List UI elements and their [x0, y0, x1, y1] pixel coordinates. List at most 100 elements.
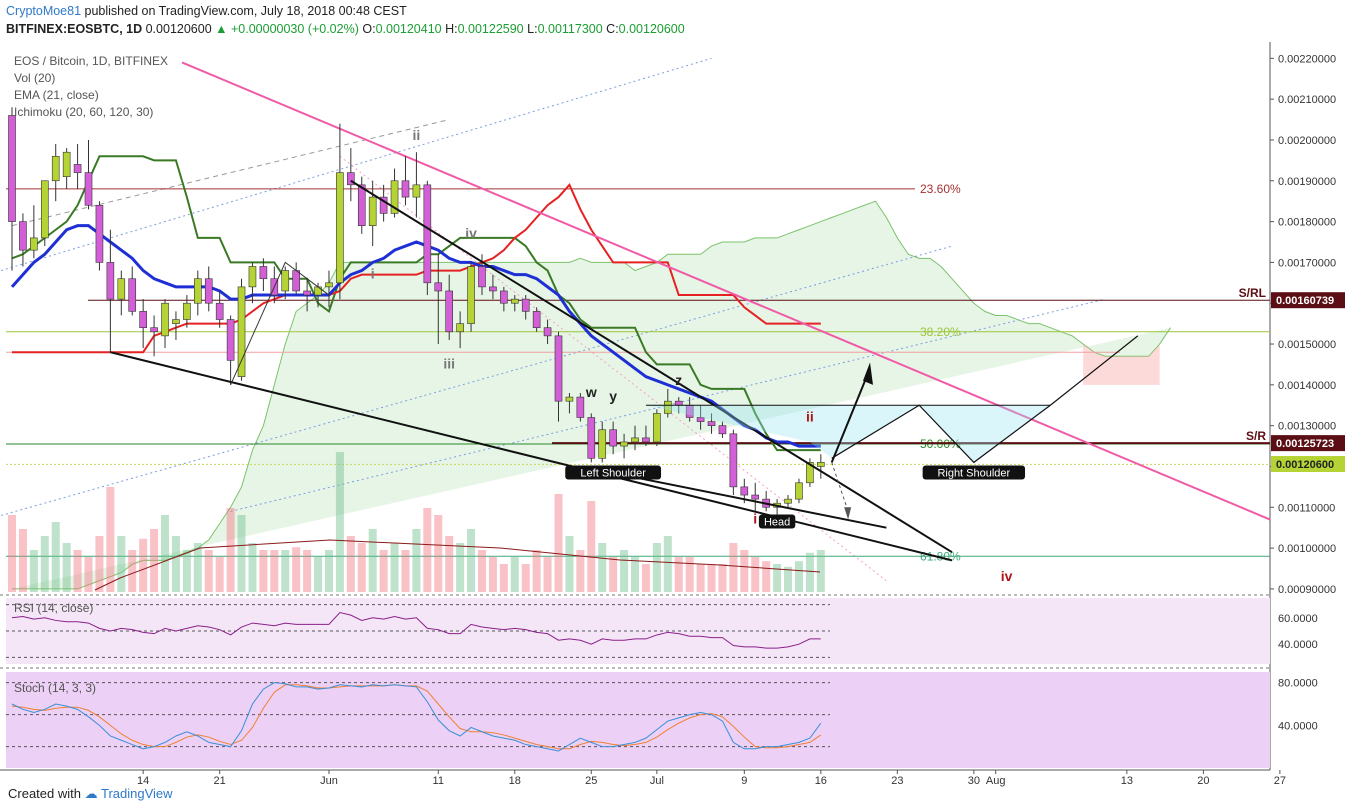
rsi-line: [11, 611, 821, 649]
stoch-pane-bg: [6, 672, 1270, 768]
volume-bar: [281, 550, 290, 592]
sr-tag: S/RL: [1239, 286, 1266, 300]
candle-body: [150, 327, 158, 333]
ema-line: [10, 224, 821, 448]
candle-body: [412, 184, 421, 198]
y-tick-label: 0.00180000: [1278, 217, 1336, 229]
projection-path: [831, 335, 1139, 464]
candle-body: [51, 155, 60, 182]
candle-body: [598, 429, 607, 459]
candle-body: [489, 286, 497, 292]
volume-bar: [805, 552, 814, 592]
volume-bar: [631, 557, 640, 592]
wave-label: iii: [443, 356, 455, 372]
volume-bar: [18, 529, 27, 592]
volume-bar: [215, 557, 224, 592]
footer: Created with ☁ TradingView: [8, 786, 173, 802]
candle-body: [161, 302, 169, 337]
candle-body: [565, 396, 574, 402]
volume-bar: [587, 501, 596, 592]
price-change: ▲ +0.00000030 (+0.02%): [215, 22, 359, 36]
x-tick-label: 21: [214, 775, 226, 787]
candle-body: [379, 196, 388, 214]
candle-body: [401, 180, 410, 198]
candle-body: [128, 278, 137, 312]
candle-body: [347, 172, 355, 186]
candle-body: [281, 270, 290, 292]
candle-body: [259, 266, 268, 280]
open-label: O:: [362, 22, 376, 36]
tradingview-brand[interactable]: TradingView: [101, 786, 173, 801]
volume-bar: [521, 564, 530, 592]
candle-body: [226, 319, 235, 361]
volume-bar: [193, 543, 202, 592]
candle-body: [73, 164, 82, 173]
wave-label: ii: [413, 127, 421, 143]
high-label: H:: [445, 22, 458, 36]
candle-body: [532, 311, 541, 329]
candle-body: [521, 298, 530, 312]
pattern-label: Left Shoulder: [580, 467, 646, 479]
y-tick-label: 0.00220000: [1278, 53, 1336, 65]
wave-label: iv: [465, 225, 477, 241]
candle-body: [325, 282, 333, 288]
volume-bar: [423, 508, 432, 592]
candle-body: [95, 204, 104, 263]
candle-body: [653, 413, 661, 443]
candle-body: [84, 172, 93, 206]
volume-bar: [139, 538, 148, 592]
tenkan-line: [12, 183, 821, 354]
candle-body: [510, 298, 519, 304]
volume-bar: [576, 550, 585, 592]
volume-bar: [161, 515, 170, 592]
candle-body: [456, 323, 464, 333]
ichimoku-cloud-red: [1083, 344, 1160, 385]
ema-legend: EMA (21, close): [14, 88, 99, 102]
volume-bar: [204, 550, 213, 592]
candle-body: [336, 172, 344, 284]
rsi-tick: 60.0000: [1278, 613, 1318, 625]
y-tick-label: 0.00100000: [1278, 543, 1336, 555]
author-link[interactable]: CryptoMoe81: [6, 4, 82, 18]
bear-arrow-head: [844, 507, 852, 520]
candle-body: [576, 396, 585, 418]
candle-body: [806, 462, 814, 484]
volume-bar: [84, 557, 93, 592]
volume-bar: [652, 543, 661, 592]
stoch-tick: 80.0000: [1278, 678, 1318, 690]
volume-bar: [554, 494, 563, 592]
channel-line-gray: [11, 119, 450, 227]
ichimoku-cloud: [12, 201, 1171, 589]
y-tick-label: 0.00210000: [1278, 94, 1336, 106]
volume-bar: [401, 550, 410, 592]
wave-label: ii: [806, 409, 814, 425]
volume-ma-line: [94, 539, 821, 591]
y-tick-label: 0.00110000: [1278, 502, 1335, 514]
candle-body: [172, 319, 180, 324]
volume-bar: [729, 543, 738, 592]
candle-body: [303, 290, 311, 296]
footer-created: Created with: [8, 786, 81, 801]
price-axis-bg: [1270, 42, 1348, 770]
y-tick-label: 0.00140000: [1278, 380, 1336, 392]
wave-label: y: [609, 388, 617, 404]
volume-bar: [226, 508, 235, 592]
pattern-label-box: [565, 465, 662, 480]
bear-arrow-line: [831, 462, 849, 512]
x-tick-label: 23: [891, 775, 903, 787]
pink-trendline: [181, 61, 1271, 521]
volume-bar: [314, 557, 323, 592]
volume-legend: Vol (20): [14, 71, 56, 85]
volume-bar: [171, 536, 180, 592]
candle-body: [30, 237, 38, 251]
y-tick-label: 0.00170000: [1278, 257, 1336, 269]
head-shoulders-fill: [645, 405, 1051, 463]
candle-body: [40, 180, 49, 239]
volume-bar: [488, 557, 497, 592]
wedge-upper-line: [350, 179, 953, 554]
volume-bar: [73, 550, 82, 592]
candle-body: [248, 266, 257, 288]
candle-body: [631, 437, 639, 443]
volume-bar: [477, 550, 486, 592]
